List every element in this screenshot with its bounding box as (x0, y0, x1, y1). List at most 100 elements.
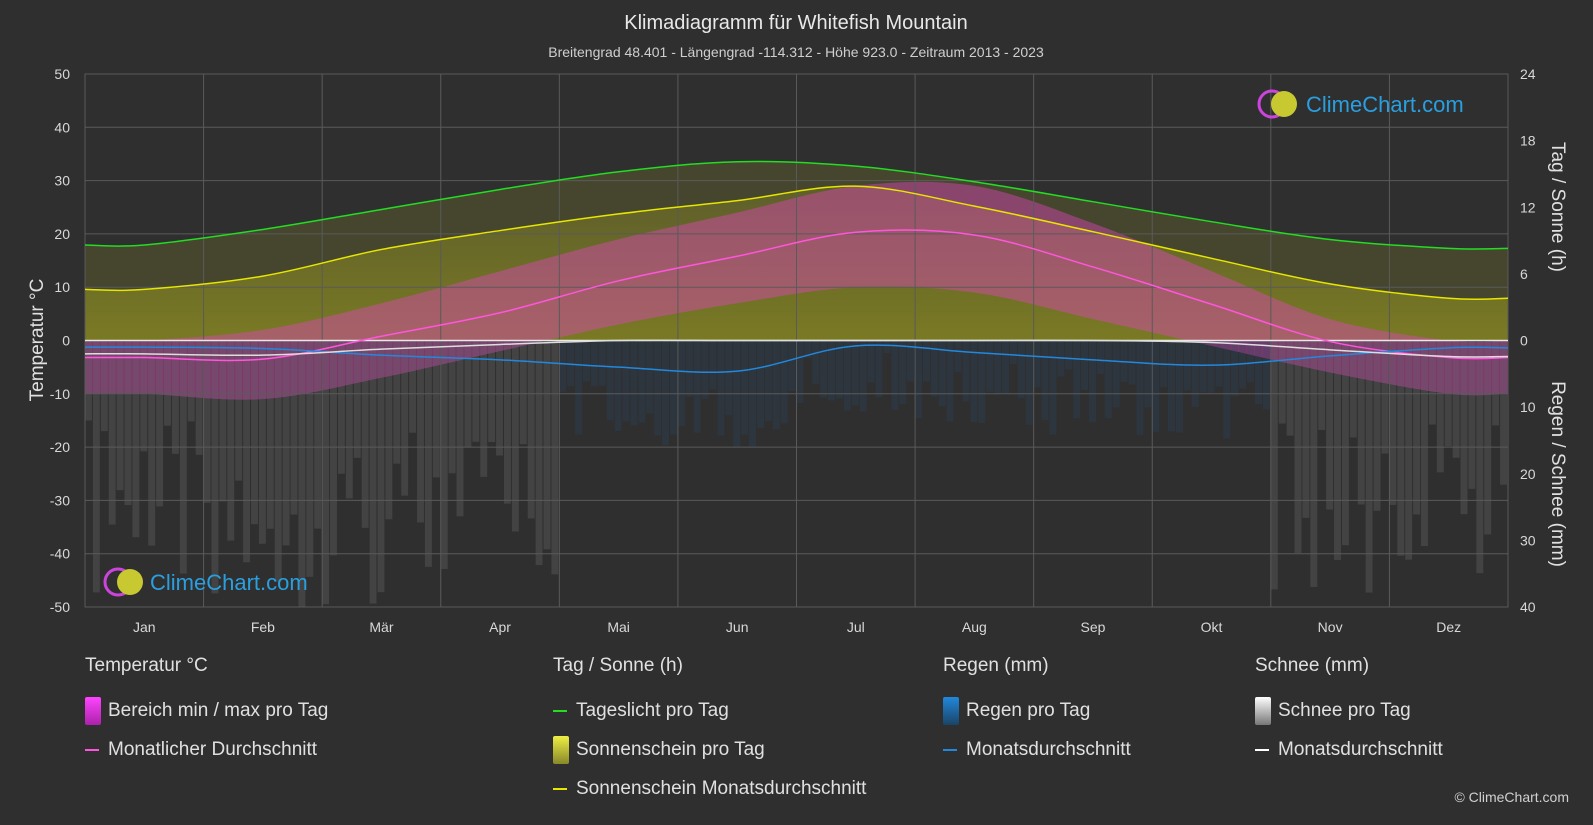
precip-day-bar (978, 340, 986, 424)
x-tick: Jun (726, 619, 749, 635)
precip-day-bar (108, 340, 116, 525)
x-tick: Nov (1318, 619, 1343, 635)
daylight-line (85, 160, 1508, 250)
precip-day-bar (725, 340, 733, 416)
precip-day-bar (1239, 340, 1247, 389)
precip-day-bar (1341, 340, 1349, 546)
legend-rain-avg-label: Monatsdurchschnitt (966, 738, 1131, 760)
precip-day-bar (1286, 340, 1294, 436)
precip-day-bar (511, 340, 519, 532)
precip-day-bar (227, 340, 235, 541)
precip-day-bar (1104, 340, 1112, 419)
precip-day-bar (401, 340, 409, 496)
precip-day-bar (1175, 340, 1183, 433)
precip-day-bar (290, 340, 298, 515)
precip-day-bar (583, 340, 590, 382)
precip-day-bar (503, 340, 511, 504)
rain-avg-swatch (943, 748, 957, 751)
legend-sun-title: Tag / Sonne (h) (553, 655, 683, 676)
x-tick: Sep (1080, 619, 1105, 635)
precip-day-bar (1025, 340, 1033, 425)
x-tick: Mai (607, 619, 630, 635)
precip-day-bar (804, 340, 812, 358)
precip-day-bar (614, 340, 622, 432)
chart-title: Klimadiagramm für Whitefish Mountain (624, 12, 967, 34)
legend-snow-avg-label: Monatsdurchschnitt (1278, 738, 1443, 760)
precip-day-bar (543, 340, 551, 550)
precip-day-bar (1081, 340, 1089, 390)
precip-day-bar (203, 340, 211, 503)
precip-day-bar (448, 340, 456, 474)
precip-day-bar (361, 340, 369, 528)
legend-sunshine-avg: Sonnenschein Monatsdurchschnitt (553, 769, 866, 808)
precip-day-bar (836, 340, 843, 399)
precip-day-bar (527, 340, 535, 519)
precip-day-bar (100, 340, 108, 432)
snow-avg-line (85, 339, 1508, 358)
precip-day-bar (211, 340, 219, 594)
x-tick: Mär (369, 619, 393, 635)
y-left-tick: 40 (54, 119, 70, 135)
precip-day-bar (1065, 340, 1073, 370)
legend-temp-range: Bereich min / max pro Tag (85, 691, 328, 730)
legend-rain-title: Regen (mm) (943, 655, 1049, 676)
precip-day-bar (590, 340, 598, 387)
legend-snow: Schnee (mm) Schnee pro Tag Monatsdurchsc… (1255, 655, 1443, 769)
precip-day-bar (195, 340, 203, 455)
precip-day-bar (820, 340, 828, 398)
brand-logo-bottom: ClimeChart.com (103, 567, 308, 597)
series-lines (85, 160, 1508, 374)
precip-day-bar (1089, 340, 1096, 423)
y-left-label: Temperatur °C (27, 279, 48, 402)
precip-day-bar (883, 340, 891, 353)
precip-day-bar (938, 340, 946, 407)
precip-day-bar (1152, 340, 1160, 432)
legend-temperature: Temperatur °C Bereich min / max pro Tag … (85, 655, 328, 769)
snow-avg-swatch (1255, 748, 1269, 751)
y-right-bottom-tick: 20 (1520, 466, 1536, 482)
temp-avg-swatch (85, 748, 99, 751)
precip-day-bar (1199, 340, 1207, 393)
legend-sun: Tag / Sonne (h) Tageslicht pro Tag Sonne… (553, 655, 866, 808)
legend-snow-title: Schnee (mm) (1255, 655, 1370, 676)
legend-daylight-label: Tageslicht pro Tag (576, 699, 729, 721)
precip-day-bar (171, 340, 179, 454)
precip-day-bar (1144, 340, 1152, 408)
precip-day-bar (1357, 340, 1365, 505)
precip-day-bar (1468, 340, 1476, 489)
precip-day-bar (140, 340, 148, 452)
x-tick: Jul (847, 619, 865, 635)
precip-day-bar (314, 340, 322, 529)
precip-day-bar (385, 340, 393, 520)
precip-day-bar (1207, 340, 1215, 393)
precip-day-bar (867, 340, 875, 383)
precip-day-bar (1397, 340, 1405, 556)
y-right-top-tick: 6 (1520, 266, 1528, 282)
legend-rain-day-label: Regen pro Tag (966, 699, 1091, 721)
precip-day-bar (488, 340, 496, 443)
precip-day-bar (258, 340, 266, 544)
precip-day-bar (164, 340, 171, 426)
legend-sunshine-avg-label: Sonnenschein Monatsdurchschnitt (576, 777, 867, 799)
precip-day-bar (891, 340, 899, 410)
y-left-tick: 30 (54, 173, 70, 189)
sunshine-avg-swatch (553, 787, 567, 790)
y-right-top-tick: 18 (1520, 133, 1536, 149)
precip-day-bar (148, 340, 156, 546)
precip-day-bar (432, 340, 440, 478)
precip-day-bar (875, 340, 883, 398)
precip-day-bar (994, 340, 1002, 395)
precip-day-bar (1452, 340, 1460, 458)
precip-day-bar (179, 340, 187, 574)
precip-day-bar (930, 340, 938, 397)
y-left-tick: 50 (54, 66, 70, 82)
precip-day-bar (1270, 340, 1278, 590)
y-left-tick: 10 (54, 279, 70, 295)
legend-temp-avg: Monatlicher Durchschnitt (85, 730, 328, 769)
precip-day-bar (970, 340, 978, 422)
legend-daylight: Tageslicht pro Tag (553, 691, 866, 730)
legend-rain-day: Regen pro Tag (943, 691, 1131, 730)
precip-day-bar (1009, 340, 1017, 365)
precip-day-bar (780, 340, 788, 424)
y-right-top-tick: 24 (1520, 66, 1536, 82)
